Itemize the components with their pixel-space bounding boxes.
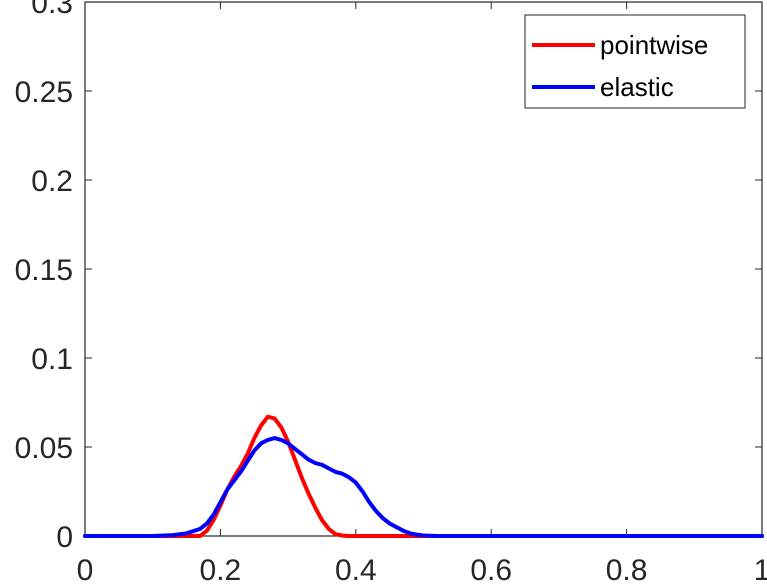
x-tick-label: 0: [77, 554, 94, 586]
x-tick-label: 0.4: [335, 554, 377, 586]
y-tick-label: 0: [56, 521, 73, 554]
y-axis-ticks: 0 0.05 0.1 0.15 0.2 0.25 0.3: [15, 0, 762, 554]
x-tick-label: 0.2: [200, 554, 242, 586]
y-tick-label: 0.15: [15, 254, 73, 287]
legend-box: [524, 14, 746, 109]
x-axis-ticks: 0 0.2 0.4 0.6 0.8 1: [77, 2, 767, 586]
y-tick-label: 0.1: [31, 343, 73, 376]
series-line-elastic: [83, 436, 764, 538]
x-tick-label: 1: [754, 554, 767, 586]
y-tick-label: 0.3: [31, 0, 73, 20]
y-tick-label: 0.05: [15, 432, 73, 465]
series-layer: [83, 414, 764, 538]
y-tick-label: 0.2: [31, 165, 73, 198]
x-tick-label: 0.6: [470, 554, 512, 586]
legend-label-elastic: elastic: [600, 72, 674, 102]
x-tick-label: 0.8: [606, 554, 648, 586]
y-tick-label: 0.25: [15, 76, 73, 109]
legend-label-pointwise: pointwise: [600, 30, 708, 60]
legend: pointwise elastic: [524, 14, 746, 109]
